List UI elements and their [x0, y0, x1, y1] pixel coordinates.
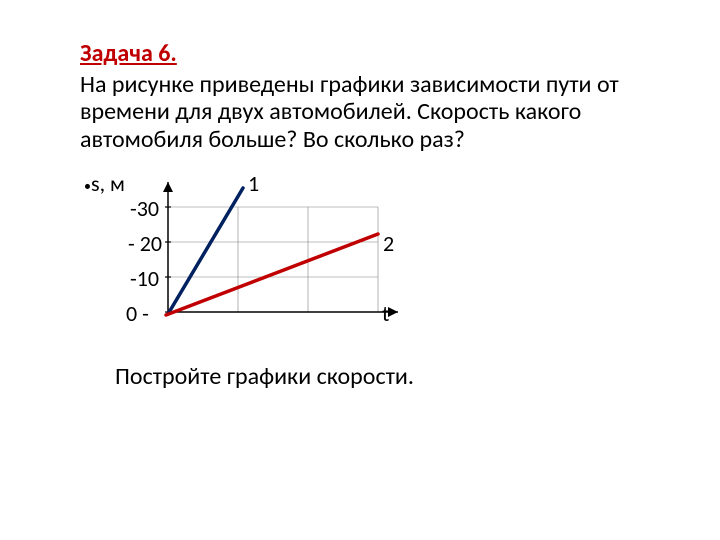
y-axis-label: •s, м [84, 170, 125, 197]
problem-title: Задача 6. [80, 40, 650, 69]
chart-svg [138, 172, 468, 342]
problem-question: На рисунке приведены графики зависимости… [80, 71, 650, 154]
chart-area: •s, м 1 -30 - 20 -10 0 - 2 t [88, 172, 650, 332]
chart-svg-wrap [138, 172, 468, 347]
bottom-note: Постройте графики скорости. [115, 362, 650, 391]
slide-content: Задача 6. На рисунке приведены графики з… [0, 0, 720, 391]
